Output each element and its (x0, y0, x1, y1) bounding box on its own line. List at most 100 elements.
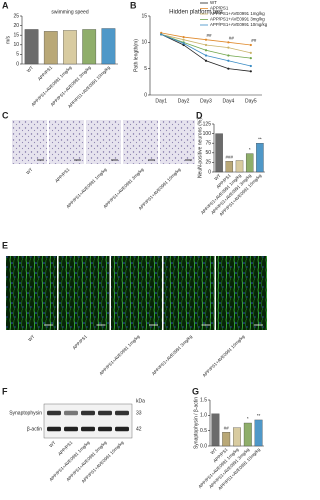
y-axis-label: Path length(m) (133, 39, 139, 72)
y-tick-label: 10 (141, 40, 147, 46)
micrograph (49, 120, 84, 164)
y-tick-label: 5 (144, 66, 147, 72)
y-tick-label: 100 (203, 131, 212, 137)
micrograph (86, 120, 121, 164)
micrograph (58, 256, 110, 330)
bar (43, 31, 58, 65)
point (182, 43, 185, 47)
band (81, 410, 95, 416)
band-label: β-actin (27, 426, 42, 432)
y-tick-label: 25 (205, 160, 211, 166)
micrograph (216, 256, 267, 330)
band (47, 410, 61, 416)
point (249, 64, 252, 68)
legend-label: APP/PS1 (210, 6, 229, 11)
y-tick-label: 1.5 (200, 397, 207, 403)
significance: ** (257, 413, 261, 418)
significance: ## (251, 38, 257, 43)
point (227, 54, 230, 57)
lane-label: APP/PS1+AVE0991 1mg/kg (98, 334, 141, 377)
point (204, 38, 208, 41)
x-tick-label: Day2 (178, 98, 190, 104)
lane-label: WT (25, 167, 34, 176)
bar (235, 160, 244, 173)
lane-label: APP/PS1+AVE0991 1mg/kg (65, 167, 108, 210)
lane-label: APP/PS1+AVE0991 10mg/kg (202, 334, 246, 378)
x-tick-label: Day4 (223, 98, 235, 104)
micrograph (6, 256, 57, 330)
micrograph (163, 256, 215, 330)
bar (82, 29, 97, 65)
point (160, 33, 163, 36)
size-label: 42 (136, 426, 142, 432)
band (115, 426, 129, 432)
significance: ### (226, 154, 234, 159)
chart-title: Hidden platform test (169, 10, 223, 16)
point (204, 54, 208, 57)
bar (222, 432, 231, 447)
legend-label: WT (210, 0, 217, 5)
panel-label: C (2, 110, 9, 120)
band-label: Synaptophysin (9, 410, 42, 416)
y-axis-label: m/s (5, 35, 11, 44)
bar (101, 28, 116, 65)
significance: ## (229, 36, 235, 41)
significance: * (249, 147, 251, 152)
panel-label: B (130, 0, 137, 10)
band (98, 410, 112, 416)
panel-label: F (2, 386, 8, 396)
point (249, 43, 252, 47)
point (182, 35, 185, 39)
micrograph (123, 120, 158, 164)
x-tick-label: APP/PS1 (37, 65, 54, 82)
y-tick-label: 20 (13, 23, 19, 29)
bar (233, 427, 241, 447)
point (204, 49, 208, 52)
band (47, 426, 61, 432)
significance: * (247, 416, 249, 421)
lane-label: APP/PS1 (54, 167, 71, 184)
point (249, 70, 252, 73)
point (249, 57, 252, 60)
y-tick-label: 15 (141, 13, 147, 19)
y-tick-label: 125 (203, 121, 212, 127)
band (98, 426, 112, 432)
point (227, 67, 230, 70)
y-axis-label: NeuN-positive neurons (%) (197, 118, 203, 178)
y-tick-label: 15 (13, 33, 19, 39)
y-tick-label: 50 (205, 150, 211, 156)
band (64, 410, 78, 416)
blot (43, 403, 133, 439)
legend-label: APP/PS1+AVE0991 3mg/kg (210, 17, 265, 22)
x-tick-label: WT (26, 65, 35, 74)
size-label: 33 (136, 410, 142, 416)
point (227, 41, 230, 44)
panel-label: G (192, 386, 199, 396)
x-tick-label: Day5 (245, 98, 257, 104)
micrograph (12, 120, 47, 164)
legend-label: APP/PS1+AVE0991 10mg/kg (210, 22, 268, 27)
lane-label: APP/PS1 (57, 440, 74, 457)
bar (63, 30, 77, 65)
bar (225, 161, 234, 173)
significance: ** (258, 136, 262, 141)
lane-label: WT (48, 440, 57, 449)
bar (24, 29, 39, 65)
y-tick-label: 0.0 (200, 443, 207, 449)
point (182, 42, 185, 45)
point (182, 38, 185, 41)
y-tick-label: 0.5 (200, 428, 207, 434)
panel-label: E (2, 240, 8, 250)
band (115, 410, 129, 416)
y-tick-label: 0 (208, 169, 211, 175)
legend-label: APP/PS1+AVE0991 1mg/kg (210, 11, 265, 16)
bar (256, 143, 264, 173)
significance: ## (224, 425, 230, 430)
point (227, 46, 230, 49)
lane-label: WT (27, 334, 36, 343)
bar (245, 153, 254, 173)
chart-title: swimming speed (51, 9, 88, 15)
band (64, 426, 78, 432)
bar (211, 413, 220, 447)
